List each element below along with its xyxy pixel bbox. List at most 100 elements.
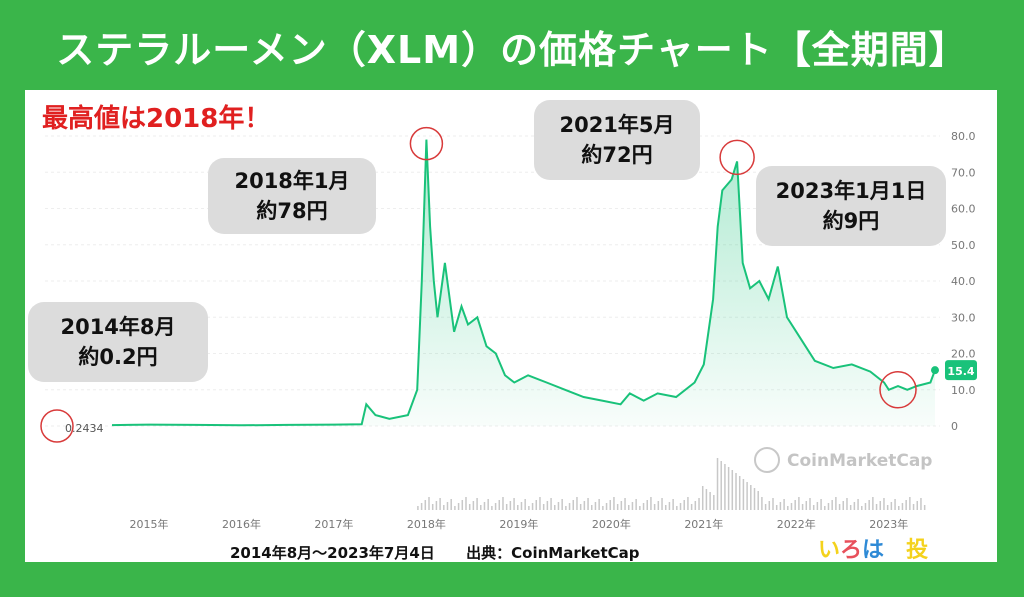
volume-bar (842, 501, 845, 510)
volume-bar (509, 501, 512, 510)
volume-bar (594, 502, 597, 510)
volume-bar (864, 503, 867, 510)
logo-char: 資 (928, 538, 951, 563)
volume-bar (439, 498, 441, 510)
y-tick-label: 50.0 (951, 239, 976, 252)
volume-bar (890, 502, 893, 510)
volume-bar (805, 501, 808, 510)
volume-bar (690, 504, 693, 510)
price-area (112, 139, 935, 426)
volume-bar (598, 499, 600, 510)
volume-bar (568, 503, 571, 510)
volume-bar (505, 504, 508, 510)
volume-bar (698, 498, 700, 510)
volume-bar (779, 502, 782, 510)
volume-bar (923, 505, 926, 510)
footer-period: 2014年8月〜2023年7月4日 (230, 544, 435, 562)
chart-title: ステラルーメン（XLM）の価格チャート【全期間】 (56, 27, 968, 72)
volume-bar (794, 500, 796, 510)
volume-bar (868, 500, 870, 510)
callout-price: 約72円 (581, 143, 653, 167)
volume-bar (831, 500, 833, 510)
volume-bar (420, 503, 423, 510)
volume-bar (798, 497, 800, 510)
volume-bar (561, 499, 563, 510)
volume-bar (461, 500, 464, 510)
annotation-circle (409, 126, 444, 161)
volume-bar (835, 497, 837, 510)
volume-bar (886, 505, 889, 510)
volume-bar (431, 504, 434, 510)
volume-bar (417, 506, 419, 510)
volume-bar (849, 505, 852, 510)
volume-bar (565, 506, 567, 510)
coinmarketcap-logo-icon (754, 447, 780, 473)
volume-bar (428, 497, 430, 510)
volume-bar (579, 504, 582, 510)
volume-bar (535, 500, 538, 510)
volume-bar (783, 499, 785, 510)
y-tick-label: 70.0 (951, 166, 976, 179)
annotation-circle (719, 139, 755, 176)
volume-bar (591, 505, 593, 510)
volume-bar (446, 502, 449, 510)
logo-char: に (884, 538, 907, 563)
volume-bar (827, 503, 830, 510)
volume-bar (491, 506, 493, 510)
volume-bar (687, 497, 689, 510)
watermark: CoinMarketCap (787, 451, 932, 471)
volume-bar (701, 486, 704, 510)
volume-bar (513, 498, 515, 510)
x-tick-label: 2018年 (407, 517, 446, 531)
y-tick-label: 80.0 (951, 130, 976, 143)
volume-bar (694, 501, 697, 510)
volume-bars (417, 458, 926, 510)
volume-bar (716, 458, 719, 510)
callout-2023: 2023年1月1日 約9円 (756, 166, 946, 246)
volume-bar (620, 501, 623, 510)
last-value-badge (945, 360, 977, 381)
callout-date: 2018年1月 (234, 169, 350, 193)
volume-bar (809, 498, 811, 510)
volume-bar (761, 497, 763, 510)
volume-bar (664, 505, 667, 510)
volume-bar (668, 502, 671, 510)
volume-bar (661, 498, 663, 510)
x-tick-label: 2020年 (592, 517, 631, 531)
callout-price: 約9円 (822, 209, 880, 233)
callout-2021: 2021年5月 約72円 (534, 100, 700, 180)
volume-bar (487, 499, 489, 510)
volume-bar (583, 501, 586, 510)
x-tick-label: 2021年 (684, 517, 723, 531)
volume-bar (546, 501, 549, 510)
volume-bar (898, 506, 900, 510)
volume-bar (642, 503, 645, 510)
last-point (931, 366, 939, 375)
volume-bar (705, 489, 708, 510)
volume-bar (465, 497, 467, 510)
callout-2018: 2018年1月 約78円 (208, 158, 376, 234)
callout-date: 2021年5月 (559, 113, 675, 137)
last-value-label: 15.4 (947, 365, 974, 378)
x-tick-label: 2022年 (777, 517, 816, 531)
volume-bar (679, 503, 682, 510)
y-tick-label: 60.0 (951, 203, 976, 216)
volume-bar (498, 500, 501, 510)
volume-bar (883, 498, 885, 510)
volume-bar (801, 504, 804, 510)
logo-char: ろ (840, 538, 863, 563)
volume-bar (916, 501, 919, 510)
volume-bar (746, 482, 748, 510)
volume-bar (720, 461, 722, 510)
volume-bar (520, 502, 523, 510)
callout-price: 約78円 (256, 199, 328, 223)
callout-price: 約0.2円 (78, 345, 158, 369)
volume-bar (757, 491, 759, 510)
volume-bar (554, 505, 556, 510)
volume-bar (735, 473, 737, 510)
volume-bar (572, 500, 575, 510)
volume-bar (764, 504, 767, 510)
callout-2014: 2014年8月 約0.2円 (28, 302, 208, 382)
volume-bar (454, 506, 456, 510)
volume-bar (653, 504, 656, 510)
